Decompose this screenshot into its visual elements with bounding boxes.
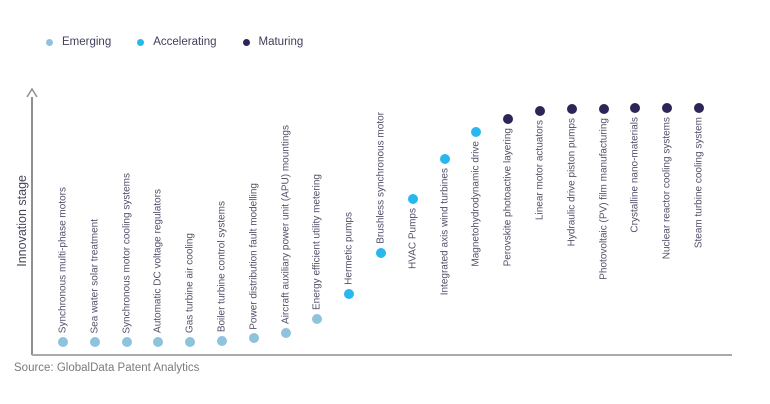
accelerating-dot-icon <box>137 38 145 46</box>
data-point-label: Hermetic pumps <box>343 212 355 285</box>
legend-item-accelerating: Accelerating <box>137 35 217 49</box>
data-point-label: Nuclear reactor cooling systems <box>661 116 673 259</box>
source-text: Source: GlobalData Patent Analytics <box>14 362 200 374</box>
x-axis-line <box>32 354 732 356</box>
data-point-label: Automatic DC voltage regulators <box>152 189 164 334</box>
data-point-dot <box>153 337 164 348</box>
data-point-label: Energy efficient utility metering <box>311 174 323 311</box>
data-point-dot <box>89 337 100 348</box>
data-point-dot <box>566 103 577 114</box>
data-point-label: Perovskite photoactive layering <box>502 128 514 267</box>
data-point-dot <box>280 328 291 339</box>
legend-item-emerging: Emerging <box>46 35 111 49</box>
data-point-label: Sea water solar treatment <box>89 218 101 334</box>
data-point-dot <box>662 102 673 113</box>
y-axis-label: Innovation stage <box>15 175 29 267</box>
data-point-dot <box>185 337 196 348</box>
data-point-dot <box>407 194 418 205</box>
data-point-label: Gas turbine air cooling <box>184 233 196 334</box>
data-point-label: Integrated axis wind turbines <box>439 167 451 295</box>
legend-label-maturing: Maturing <box>258 36 304 48</box>
data-point-dot <box>503 114 514 125</box>
data-point-label: Boiler turbine control systems <box>216 200 228 332</box>
data-point-dot <box>376 248 386 258</box>
data-point-dot <box>535 106 545 117</box>
data-point-label: Aircraft auxiliary power unit (APU) moun… <box>280 125 292 325</box>
data-point-dot <box>217 335 227 346</box>
data-point-label: Brushless synchronous motor <box>375 112 387 244</box>
data-point-label: Linear motor actuators <box>534 120 546 221</box>
maturing-dot-icon <box>242 38 250 46</box>
data-point-label: Magnetohydrodynamic drive <box>470 140 482 267</box>
data-point-label: Steam turbine cooling system <box>693 116 705 248</box>
emerging-dot-icon <box>46 38 53 46</box>
data-point-label: Synchronous motor cooling systems <box>121 172 133 334</box>
data-point-dot <box>630 102 641 113</box>
data-point-dot <box>121 337 132 348</box>
data-point-dot <box>312 314 323 325</box>
data-point-dot <box>248 333 259 344</box>
legend-label-accelerating: Accelerating <box>153 36 217 48</box>
data-point-dot <box>694 102 704 113</box>
data-point-label: Crystalline nano-materials <box>629 116 641 233</box>
data-point-dot <box>58 337 68 348</box>
y-axis-line <box>31 97 33 355</box>
data-point-label: Hydraulic drive piston pumps <box>566 117 578 247</box>
data-point-label: Photovoltaic (PV) film manufacturing <box>598 117 610 280</box>
data-point-dot <box>598 103 609 114</box>
legend-label-emerging: Emerging <box>62 36 112 48</box>
data-point-dot <box>344 288 355 299</box>
data-point-label: Power distribution fault modelling <box>248 182 260 330</box>
data-point-label: HVAC Pumps <box>407 208 419 270</box>
legend-item-maturing: Maturing <box>242 35 304 49</box>
y-axis-arrow-icon <box>26 87 38 98</box>
data-point-dot <box>439 153 450 164</box>
data-point-label: Synchronous multi-phase motors <box>57 187 69 334</box>
data-point-dot <box>471 126 482 137</box>
chart-legend: Emerging Accelerating Maturing <box>46 35 303 49</box>
